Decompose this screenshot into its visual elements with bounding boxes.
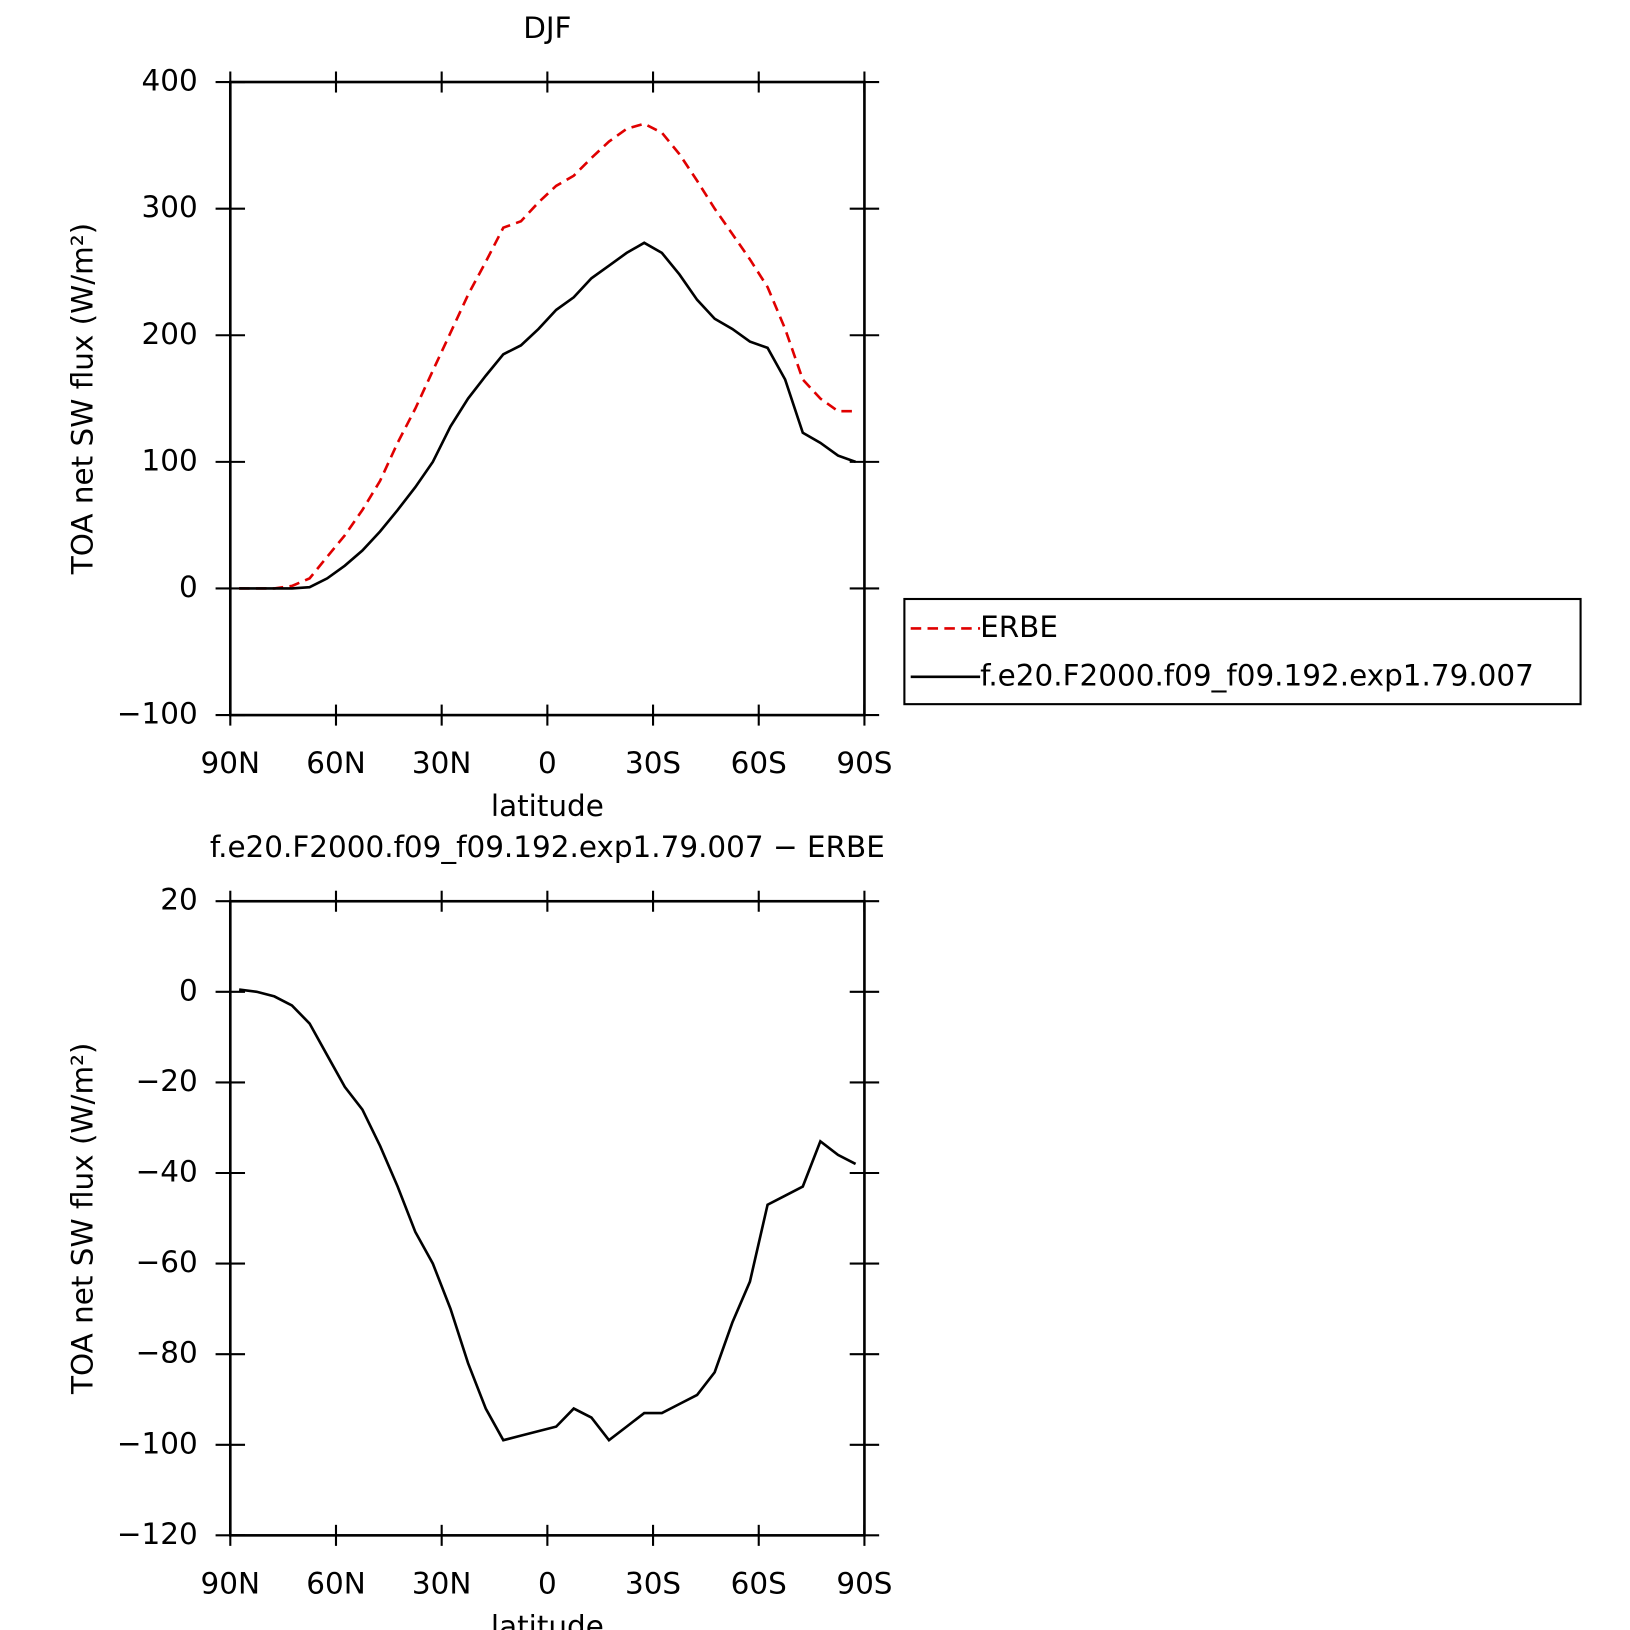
x-tick-label: 30N	[412, 746, 471, 780]
x-tick-label: 30S	[625, 1566, 681, 1600]
y-tick-label: −100	[117, 1426, 198, 1460]
legend-box	[903, 597, 1582, 706]
x-tick-label: 90N	[201, 746, 260, 780]
y-tick-label: 0	[179, 570, 198, 604]
chart-title: f.e20.F2000.f09_f09.192.exp1.79.007 − ER…	[210, 830, 885, 864]
plot-frame	[228, 899, 866, 1537]
x-tick-label: 60S	[731, 746, 787, 780]
y-tick-label: −20	[136, 1064, 198, 1098]
y-axis-label: TOA net SW flux (W/m²)	[66, 1043, 100, 1395]
x-tick-label: 0	[538, 1566, 557, 1600]
y-tick-label: −80	[136, 1336, 198, 1370]
x-tick-label: 90N	[201, 1566, 260, 1600]
y-tick-label: 100	[142, 443, 198, 477]
legend-label: ERBE	[980, 610, 1058, 644]
y-tick-label: −40	[136, 1154, 198, 1188]
x-axis-label: latitude	[491, 1609, 604, 1630]
x-tick-label: 0	[538, 746, 557, 780]
panel: DJF latitude TOA net SW flux (W/m²) 90N 60N 3…	[66, 11, 1582, 823]
panel: f.e20.F2000.f09_f09.192.exp1.79.007 − ER…	[66, 830, 893, 1630]
y-tick-label: 400	[142, 64, 198, 98]
series-line	[238, 988, 857, 1443]
x-tick-label: 60N	[306, 1566, 365, 1600]
y-tick-label: −60	[136, 1245, 198, 1279]
x-tick-label: 60N	[306, 746, 365, 780]
x-tick-label: 30S	[625, 746, 681, 780]
x-axis-label: latitude	[491, 789, 604, 823]
legend-label: f.e20.F2000.f09_f09.192.exp1.79.007	[980, 658, 1534, 692]
plot-frame	[228, 80, 866, 717]
y-tick-label: 300	[142, 190, 198, 224]
y-tick-label: 200	[142, 317, 198, 351]
x-tick-label: 30N	[412, 1566, 471, 1600]
series-line	[239, 241, 857, 590]
x-tick-label: 60S	[731, 1566, 787, 1600]
x-tick-label: 90S	[836, 746, 892, 780]
y-axis-label: TOA net SW flux (W/m²)	[66, 223, 100, 575]
y-tick-label: 20	[160, 883, 197, 917]
chart-title: DJF	[523, 11, 571, 45]
x-tick-label: 90S	[836, 1566, 892, 1600]
y-tick-label: −120	[117, 1517, 198, 1551]
y-tick-label: −100	[117, 697, 198, 731]
series-line	[239, 122, 856, 590]
y-tick-label: 0	[179, 973, 198, 1007]
